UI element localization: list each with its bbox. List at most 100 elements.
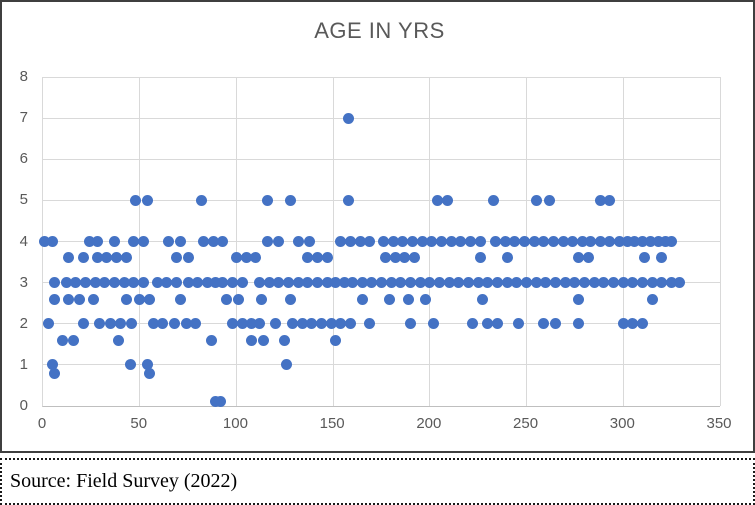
data-point	[582, 252, 594, 264]
data-point	[519, 236, 531, 247]
data-point	[488, 194, 500, 206]
data-point	[261, 236, 273, 247]
gridline-horizontal	[43, 323, 720, 325]
data-point	[443, 277, 455, 289]
data-point	[629, 236, 641, 247]
data-point	[124, 359, 136, 371]
data-point	[617, 318, 629, 330]
data-point	[356, 277, 368, 289]
data-point	[169, 318, 181, 330]
x-tick-label: 100	[222, 415, 248, 432]
gridline-vertical	[719, 77, 721, 406]
data-point	[637, 277, 649, 289]
data-point	[584, 236, 596, 247]
x-tick-label: 50	[130, 415, 148, 432]
data-point	[287, 318, 299, 330]
gridline-horizontal	[43, 158, 720, 160]
data-point	[354, 236, 366, 247]
data-point	[501, 277, 513, 289]
data-point	[114, 318, 126, 330]
data-point	[548, 236, 560, 247]
data-point	[405, 318, 416, 330]
data-point	[428, 318, 440, 330]
data-point	[364, 318, 376, 330]
data-point	[573, 252, 585, 264]
data-point	[579, 277, 591, 289]
data-point	[78, 252, 90, 264]
plot-area	[39, 76, 721, 408]
data-point	[111, 252, 122, 264]
data-point	[509, 236, 521, 247]
source-note-box: Source: Field Survey (2022)	[0, 458, 755, 505]
data-point	[530, 277, 542, 289]
data-point	[540, 277, 552, 289]
data-point	[254, 318, 266, 330]
data-point	[364, 236, 376, 247]
data-point	[196, 194, 208, 206]
data-point	[513, 318, 525, 330]
data-point	[91, 252, 103, 264]
data-point	[232, 293, 244, 305]
data-point	[246, 334, 258, 346]
data-point	[56, 334, 68, 346]
data-point	[78, 318, 90, 330]
data-point	[240, 252, 252, 264]
data-point	[397, 236, 409, 247]
data-point	[673, 277, 685, 289]
data-point	[604, 236, 616, 247]
data-point	[109, 236, 121, 247]
data-point	[312, 277, 324, 289]
data-point	[550, 318, 562, 330]
data-point	[304, 236, 316, 247]
data-point	[217, 236, 229, 247]
data-point	[147, 318, 159, 330]
y-tick-label: 6	[19, 150, 28, 168]
data-point	[134, 293, 146, 305]
data-point	[273, 236, 285, 247]
data-point	[511, 277, 523, 289]
data-point	[646, 293, 658, 305]
data-point	[209, 277, 221, 289]
data-point	[141, 359, 153, 371]
data-point	[250, 252, 262, 264]
data-point	[639, 252, 651, 264]
data-point	[143, 367, 155, 379]
data-point	[192, 277, 204, 289]
data-point	[335, 236, 347, 247]
data-point	[230, 252, 242, 264]
data-point	[205, 334, 217, 346]
data-point	[296, 318, 308, 330]
data-point	[385, 277, 397, 289]
data-point	[325, 318, 337, 330]
data-point	[47, 236, 59, 247]
data-point	[538, 236, 550, 247]
data-point	[528, 236, 540, 247]
data-point	[163, 236, 175, 247]
data-point	[89, 277, 101, 289]
data-point	[343, 194, 355, 206]
data-point	[143, 293, 155, 305]
data-point	[627, 318, 639, 330]
data-point	[109, 277, 121, 289]
data-point	[49, 367, 61, 379]
data-point	[550, 277, 562, 289]
data-point	[530, 194, 542, 206]
data-point	[201, 277, 213, 289]
x-tick-label: 300	[609, 415, 635, 432]
data-point	[120, 293, 132, 305]
data-point	[414, 277, 426, 289]
source-note: Source: Field Survey (2022)	[10, 470, 238, 492]
gridline-horizontal	[43, 76, 720, 78]
data-point	[182, 277, 194, 289]
data-point	[474, 252, 486, 264]
data-point	[399, 252, 411, 264]
data-point	[170, 252, 182, 264]
data-point	[544, 194, 556, 206]
data-point	[472, 277, 484, 289]
data-point	[236, 318, 248, 330]
data-point	[432, 194, 444, 206]
data-point	[285, 194, 297, 206]
x-axis-labels: 0 50 100 150 200 250 300 350	[38, 415, 732, 437]
data-point	[49, 277, 61, 289]
data-point	[261, 194, 273, 206]
